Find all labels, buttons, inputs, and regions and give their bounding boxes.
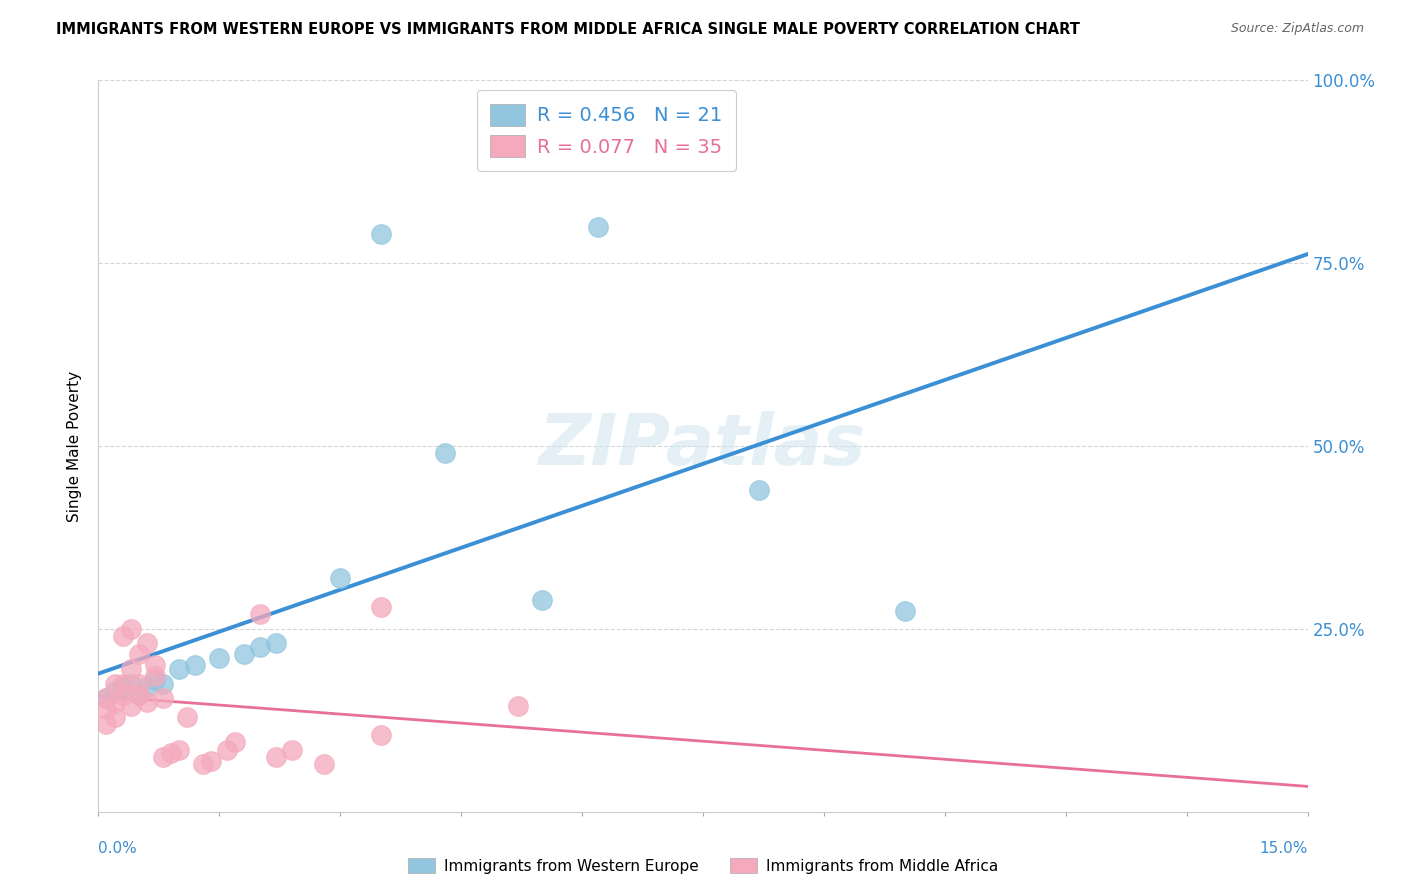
Point (370, 728, 392, 742)
Text: IMMIGRANTS FROM WESTERN EUROPE VS IMMIGRANTS FROM MIDDLE AFRICA SINGLE MALE POVE: IMMIGRANTS FROM WESTERN EUROPE VS IMMIGR… (56, 22, 1080, 37)
Legend: R = 0.456   N = 21, R = 0.077   N = 35: R = 0.456 N = 21, R = 0.077 N = 35 (477, 90, 735, 171)
Point (506, 698, 529, 713)
Point (96, 702, 118, 716)
Point (249, 640, 271, 655)
Legend: Immigrants from Western Europe, Immigrants from Middle Africa: Immigrants from Western Europe, Immigran… (402, 852, 1004, 880)
Point (120, 698, 142, 713)
Point (748, 483, 770, 497)
Point (152, 691, 174, 706)
Point (135, 636, 157, 650)
Point (370, 599, 392, 614)
Point (135, 695, 157, 709)
Point (167, 662, 190, 676)
Point (96, 691, 118, 706)
Point (893, 603, 915, 617)
Point (314, 757, 336, 772)
Point (224, 735, 246, 749)
Point (103, 697, 125, 711)
Point (128, 648, 150, 662)
Point (232, 648, 254, 662)
Text: 0.0%: 0.0% (98, 841, 138, 856)
Point (103, 684, 125, 698)
Point (370, 227, 392, 241)
Point (120, 622, 142, 636)
Point (530, 592, 553, 607)
Point (193, 757, 215, 772)
Text: 15.0%: 15.0% (1260, 841, 1308, 856)
Text: Source: ZipAtlas.com: Source: ZipAtlas.com (1230, 22, 1364, 36)
Point (135, 681, 157, 695)
Y-axis label: Single Male Poverty: Single Male Poverty (67, 370, 83, 522)
Point (103, 709, 125, 723)
Point (103, 676, 125, 690)
Point (434, 446, 457, 460)
Point (96, 691, 118, 706)
Point (167, 742, 190, 756)
Point (264, 749, 287, 764)
Point (96, 717, 118, 731)
Point (120, 662, 142, 676)
Point (281, 742, 304, 756)
Point (128, 688, 150, 702)
Point (217, 742, 239, 756)
Point (111, 629, 134, 643)
Point (152, 749, 174, 764)
Point (143, 658, 166, 673)
Point (329, 571, 352, 585)
Point (200, 754, 222, 768)
Point (111, 688, 134, 702)
Point (143, 669, 166, 683)
Point (128, 676, 150, 690)
Point (111, 676, 134, 690)
Point (208, 651, 231, 665)
Point (128, 688, 150, 702)
Point (160, 746, 183, 760)
Point (249, 607, 271, 622)
Point (120, 676, 142, 690)
Point (176, 709, 198, 723)
Point (264, 636, 287, 650)
Point (152, 676, 174, 690)
Point (586, 219, 609, 234)
Point (143, 673, 166, 687)
Point (184, 658, 207, 673)
Text: ZIPatlas: ZIPatlas (540, 411, 866, 481)
Point (111, 681, 134, 695)
